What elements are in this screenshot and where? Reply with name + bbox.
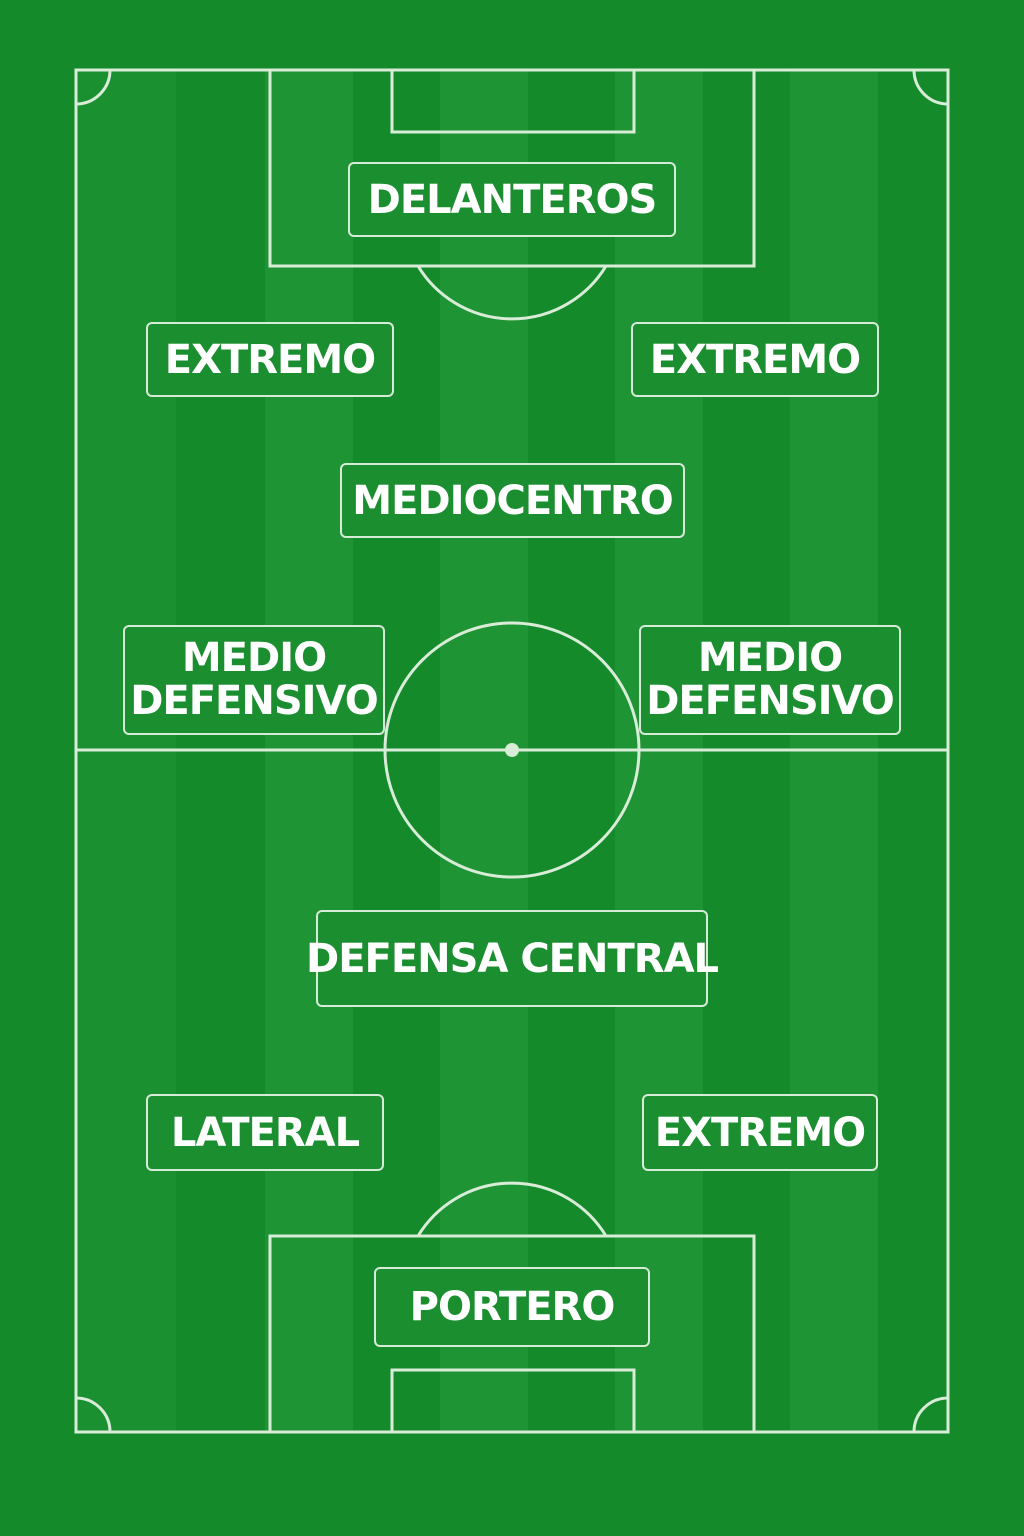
position-delanteros: DELANTEROS	[348, 162, 676, 237]
position-label: EXTREMO	[654, 1109, 866, 1156]
position-portero: PORTERO	[374, 1267, 650, 1347]
position-extremo-right: EXTREMO	[631, 322, 879, 397]
corner-arc-top-right	[912, 69, 949, 106]
position-medio-defensivo-right: MEDIO DEFENSIVO	[639, 625, 901, 735]
position-label: DELANTEROS	[367, 176, 658, 223]
top-goal-area	[390, 68, 636, 134]
position-label: PORTERO	[409, 1284, 616, 1330]
center-spot	[505, 743, 519, 757]
position-label: MEDIO DEFENSIVO	[130, 635, 379, 724]
position-extremo-left: EXTREMO	[146, 322, 394, 397]
position-extremo-bottom-right: EXTREMO	[642, 1094, 878, 1171]
bottom-goal-area	[390, 1368, 636, 1434]
corner-arc-bottom-left	[75, 1396, 112, 1433]
position-medio-defensivo-left: MEDIO DEFENSIVO	[123, 625, 385, 735]
center-circle	[383, 621, 641, 879]
corner-arc-bottom-right	[912, 1396, 949, 1433]
position-label: MEDIOCENTRO	[352, 477, 673, 524]
position-label: MEDIO DEFENSIVO	[646, 635, 895, 724]
position-label: DEFENSA CENTRAL	[305, 935, 719, 982]
position-lateral: LATERAL	[146, 1094, 384, 1171]
position-label: EXTREMO	[164, 336, 376, 383]
corner-arc-top-left	[75, 69, 112, 106]
bottom-penalty-arc	[416, 1181, 608, 1237]
position-label: EXTREMO	[649, 336, 861, 383]
top-penalty-arc	[416, 265, 608, 321]
position-label: LATERAL	[170, 1109, 360, 1156]
position-mediocentro: MEDIOCENTRO	[340, 463, 685, 538]
position-defensa-central: DEFENSA CENTRAL	[306, 910, 719, 1007]
